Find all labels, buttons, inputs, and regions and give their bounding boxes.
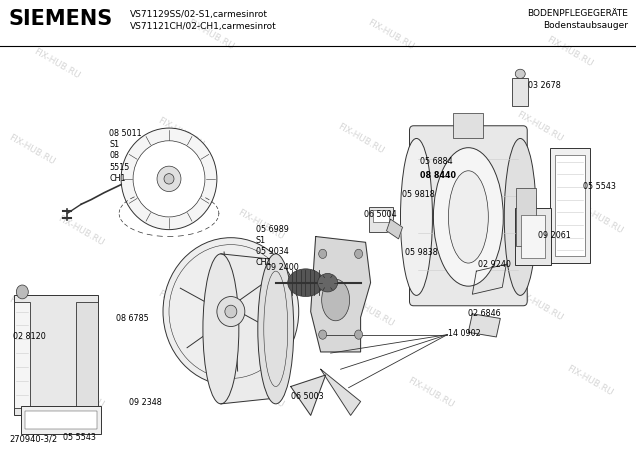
Polygon shape [321, 369, 361, 415]
Ellipse shape [121, 128, 217, 230]
Text: 09 2400: 09 2400 [266, 263, 298, 272]
Polygon shape [221, 254, 276, 404]
Bar [15, 302, 31, 409]
Text: 05 5543: 05 5543 [583, 182, 616, 191]
Bar [76, 302, 98, 409]
Bar [25, 411, 97, 429]
Ellipse shape [133, 141, 205, 217]
Bar [369, 207, 392, 232]
Text: 05 9838: 05 9838 [406, 248, 438, 257]
Text: 02 8120: 02 8120 [13, 332, 46, 341]
Bar [522, 215, 545, 258]
Text: FIX-HUB.RU: FIX-HUB.RU [7, 295, 56, 328]
Ellipse shape [448, 171, 488, 263]
Text: FIX-HUB.RU: FIX-HUB.RU [186, 18, 235, 51]
Text: 14 0902: 14 0902 [448, 329, 481, 338]
Text: 06 5004: 06 5004 [364, 210, 396, 219]
Ellipse shape [225, 305, 237, 318]
Text: FIX-HUB.RU: FIX-HUB.RU [366, 18, 415, 51]
Bar [373, 210, 389, 221]
Ellipse shape [515, 69, 525, 78]
FancyBboxPatch shape [410, 126, 527, 306]
Text: 03 2678: 03 2678 [529, 81, 561, 90]
Bar [516, 188, 536, 246]
Ellipse shape [17, 285, 28, 299]
Text: 270940-3/2: 270940-3/2 [10, 434, 57, 443]
Polygon shape [387, 219, 403, 239]
Text: 09 2061: 09 2061 [538, 231, 571, 240]
Text: FIX-HUB.RU: FIX-HUB.RU [576, 202, 625, 236]
Ellipse shape [322, 279, 350, 321]
Text: FIX-HUB.RU: FIX-HUB.RU [565, 364, 615, 397]
Ellipse shape [157, 166, 181, 192]
Ellipse shape [163, 238, 299, 385]
Ellipse shape [319, 249, 327, 258]
Text: 05 6884: 05 6884 [420, 157, 453, 166]
Text: SIEMENS: SIEMENS [8, 9, 112, 29]
Ellipse shape [317, 274, 338, 292]
Text: VS71121CH/02-CH1,carmesinrot: VS71121CH/02-CH1,carmesinrot [130, 22, 277, 31]
Ellipse shape [258, 254, 294, 404]
Text: FIX-HUB.RU: FIX-HUB.RU [156, 289, 205, 323]
Ellipse shape [355, 249, 363, 258]
Polygon shape [311, 237, 371, 352]
Text: 06 5003: 06 5003 [291, 392, 323, 401]
Polygon shape [468, 314, 501, 337]
Text: FIX-HUB.RU: FIX-HUB.RU [516, 289, 565, 323]
Text: 09 2348: 09 2348 [129, 398, 162, 407]
Ellipse shape [401, 139, 432, 295]
Text: 05 6989
S1
05 9034
CH1: 05 6989 S1 05 9034 CH1 [256, 225, 289, 267]
Ellipse shape [203, 254, 239, 404]
Ellipse shape [164, 174, 174, 184]
Text: FIX-HUB.RU: FIX-HUB.RU [57, 214, 106, 248]
Bar [555, 155, 585, 256]
Text: FIX-HUB.RU: FIX-HUB.RU [236, 375, 286, 409]
Text: VS71129SS/02-S1,carmesinrot: VS71129SS/02-S1,carmesinrot [130, 9, 268, 18]
Bar [515, 208, 551, 266]
Text: FIX-HUB.RU: FIX-HUB.RU [546, 35, 595, 69]
Bar [550, 148, 590, 263]
Text: 05 5543: 05 5543 [63, 433, 96, 442]
Bar [22, 406, 101, 434]
Polygon shape [291, 375, 326, 415]
Text: FIX-HUB.RU: FIX-HUB.RU [156, 116, 205, 149]
Text: Bodenstaubsauger: Bodenstaubsauger [543, 22, 628, 31]
Ellipse shape [433, 148, 503, 286]
Text: 08 8440: 08 8440 [420, 171, 457, 180]
Bar [512, 78, 529, 106]
Text: FIX-HUB.RU: FIX-HUB.RU [57, 375, 106, 409]
Text: FIX-HUB.RU: FIX-HUB.RU [32, 47, 81, 80]
Polygon shape [473, 264, 506, 294]
Ellipse shape [504, 139, 536, 295]
Bar [15, 295, 98, 415]
Text: FIX-HUB.RU: FIX-HUB.RU [406, 375, 455, 409]
Text: BODENPFLEGEGERÄTE: BODENPFLEGEGERÄTE [527, 9, 628, 18]
Ellipse shape [217, 297, 245, 327]
Text: FIX-HUB.RU: FIX-HUB.RU [346, 295, 395, 328]
Text: FIX-HUB.RU: FIX-HUB.RU [336, 122, 385, 155]
Text: FIX-HUB.RU: FIX-HUB.RU [516, 110, 565, 144]
Text: 02 6846: 02 6846 [468, 309, 501, 318]
Text: FIX-HUB.RU: FIX-HUB.RU [236, 208, 286, 242]
Ellipse shape [355, 330, 363, 339]
Ellipse shape [287, 269, 324, 297]
Text: 08 6785: 08 6785 [116, 314, 149, 323]
Text: FIX-HUB.RU: FIX-HUB.RU [7, 133, 56, 167]
Text: 05 9818: 05 9818 [403, 190, 435, 199]
Text: 08 5011
S1
08
5515
CH1: 08 5011 S1 08 5515 CH1 [109, 129, 142, 183]
Ellipse shape [319, 330, 327, 339]
Text: FIX-HUB.RU: FIX-HUB.RU [416, 214, 465, 248]
Bar [453, 113, 483, 139]
Text: 02 9240: 02 9240 [478, 260, 511, 269]
